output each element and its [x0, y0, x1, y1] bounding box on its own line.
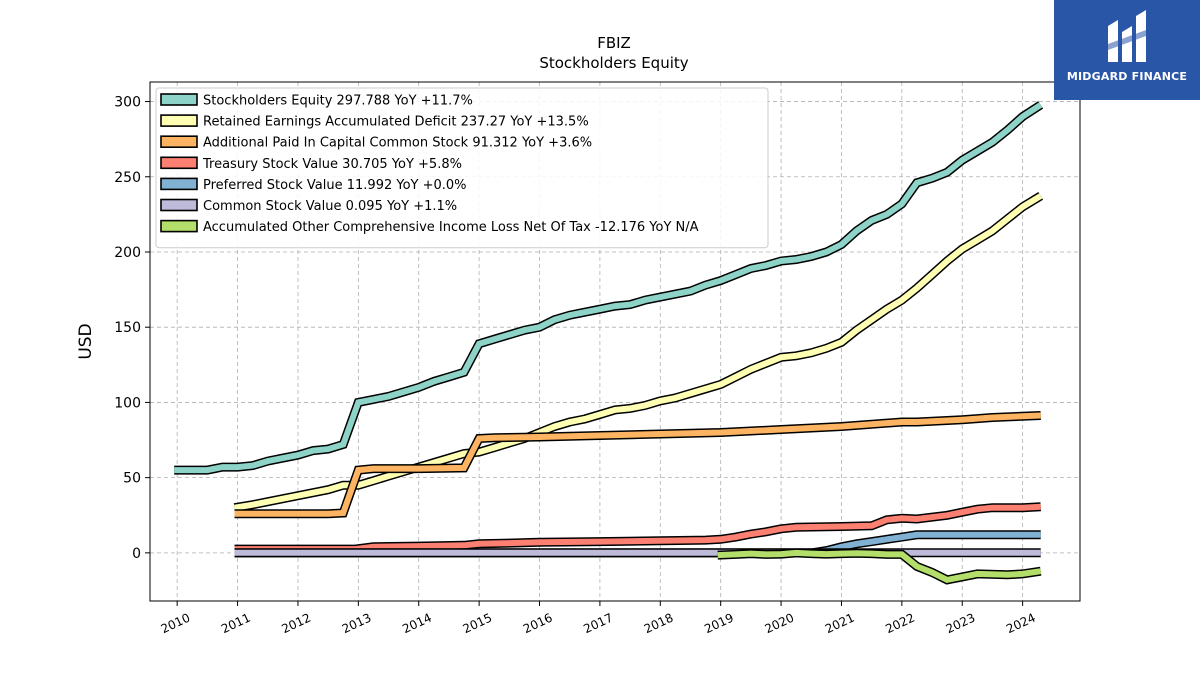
plot-frame	[149, 81, 1081, 602]
legend-label: Accumulated Other Comprehensive Income L…	[203, 220, 699, 235]
y-tick-label: 150	[114, 320, 141, 336]
y-tick-label: 50	[123, 471, 141, 487]
x-tick-label: 2023	[944, 611, 978, 637]
x-tick-label: 2019	[702, 611, 736, 637]
series-treasury-stock-value	[234, 502, 1041, 554]
legend-swatch	[160, 135, 198, 148]
x-tick-label: 2020	[763, 611, 797, 637]
legend-swatch	[160, 93, 198, 106]
y-tick-label: 100	[114, 395, 141, 411]
legend-item: Preferred Stock Value 11.992 YoY +0.0%	[160, 177, 467, 193]
legend-label: Preferred Stock Value 11.992 YoY +0.0%	[203, 178, 467, 193]
legend-item: Common Stock Value 0.095 YoY +1.1%	[160, 198, 457, 214]
series-accumulated-other-comprehensive-income-loss-net-of-tax	[717, 548, 1042, 585]
x-tick-label: 2016	[521, 611, 555, 637]
legend-item: Treasury Stock Value 30.705 YoY +5.8%	[160, 156, 462, 172]
series-additional-paid-in-capital-common-stock	[234, 411, 1041, 519]
legend-item: Additional Paid In Capital Common Stock …	[160, 135, 592, 151]
series-line	[234, 503, 1041, 553]
series-line	[717, 549, 1042, 584]
legend-label: Treasury Stock Value 30.705 YoY +5.8%	[202, 157, 462, 172]
x-tick-label: 2014	[400, 611, 434, 637]
x-tick-label: 2013	[340, 611, 374, 637]
legend-box	[155, 87, 769, 249]
legend-label: Stockholders Equity 297.788 YoY +11.7%	[203, 94, 473, 109]
x-tick-label: 2011	[219, 611, 253, 637]
x-tick-label: 2018	[642, 611, 676, 637]
x-tick-label: 2010	[159, 611, 193, 637]
x-tick-label: 2024	[1004, 611, 1038, 637]
x-tick-label: 2017	[581, 611, 615, 637]
series-outline	[234, 411, 1041, 519]
brand-mark-icon	[1108, 10, 1146, 62]
y-tick-label: 300	[114, 95, 141, 111]
y-tick-label: 250	[114, 170, 141, 186]
legend-swatch	[160, 114, 198, 127]
legend-swatch	[160, 219, 198, 233]
brand-logo: MIDGARD FINANCE	[1054, 0, 1200, 100]
chart-title: FBIZ	[597, 34, 631, 52]
legend-swatch	[160, 198, 198, 212]
legend-label: Retained Earnings Accumulated Deficit 23…	[203, 115, 589, 130]
legend-swatch	[160, 156, 198, 170]
legend-label: Common Stock Value 0.095 YoY +1.1%	[203, 199, 457, 214]
y-tick-label: 200	[114, 245, 141, 261]
legend-item: Stockholders Equity 297.788 YoY +11.7%	[160, 93, 473, 109]
legend-swatch	[160, 177, 198, 191]
brand-name: MIDGARD FINANCE	[1066, 70, 1188, 83]
series-line	[234, 412, 1041, 517]
series-layer	[174, 101, 1044, 585]
series-line	[174, 102, 1043, 474]
series-line	[234, 193, 1043, 511]
legend: Stockholders Equity 297.788 YoY +11.7% Re…	[155, 87, 769, 249]
legend-item: Accumulated Other Comprehensive Income L…	[160, 219, 699, 235]
y-tick-label: 0	[132, 546, 141, 562]
chart-subtitle: Stockholders Equity	[539, 54, 688, 72]
series-stockholders-equity	[174, 101, 1044, 475]
x-tick-label: 2012	[279, 611, 313, 637]
legend-item: Retained Earnings Accumulated Deficit 23…	[160, 114, 589, 130]
x-tick-label: 2021	[823, 611, 857, 637]
series-retained-earnings-accumulated-deficit	[233, 192, 1044, 513]
y-axis-label: USD	[76, 323, 96, 359]
x-tick-label: 2022	[883, 611, 917, 637]
x-tick-label: 2015	[461, 611, 495, 637]
legend-label: Additional Paid In Capital Common Stock …	[203, 136, 592, 151]
